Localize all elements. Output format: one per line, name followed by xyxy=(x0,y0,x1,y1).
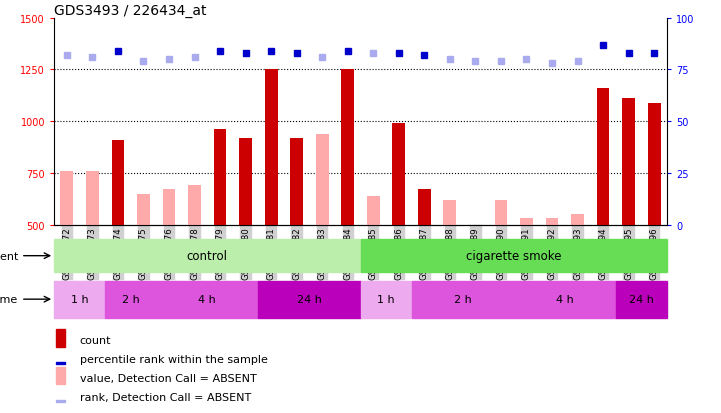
Text: cigarette smoke: cigarette smoke xyxy=(466,249,562,263)
Bar xyxy=(56,367,65,385)
Text: time: time xyxy=(0,294,18,304)
Text: 2 h: 2 h xyxy=(454,294,472,304)
Text: 1 h: 1 h xyxy=(71,294,89,304)
Bar xyxy=(56,330,65,347)
Text: percentile rank within the sample: percentile rank within the sample xyxy=(80,354,267,364)
Bar xyxy=(265,70,278,225)
Bar xyxy=(392,124,405,225)
Bar xyxy=(360,240,667,273)
Bar xyxy=(418,190,430,225)
Bar xyxy=(316,134,329,225)
Bar xyxy=(597,89,609,225)
Text: rank, Detection Call = ABSENT: rank, Detection Call = ABSENT xyxy=(80,392,251,402)
Bar xyxy=(546,219,558,225)
Bar xyxy=(360,281,412,318)
Text: 24 h: 24 h xyxy=(629,294,654,304)
Bar xyxy=(156,281,258,318)
Bar xyxy=(188,186,201,225)
Bar xyxy=(341,70,354,225)
Bar xyxy=(571,215,584,225)
Text: count: count xyxy=(80,335,111,345)
Bar xyxy=(54,240,360,273)
Bar xyxy=(495,200,508,225)
Bar xyxy=(412,281,513,318)
Text: 2 h: 2 h xyxy=(122,294,140,304)
Bar xyxy=(258,281,360,318)
Bar xyxy=(622,99,635,225)
Text: agent: agent xyxy=(0,251,18,261)
Bar xyxy=(137,194,150,225)
Text: 4 h: 4 h xyxy=(198,294,216,304)
Bar xyxy=(616,281,667,318)
Text: 1 h: 1 h xyxy=(377,294,395,304)
Bar xyxy=(56,400,65,401)
Bar xyxy=(647,103,660,225)
Text: GDS3493 / 226434_at: GDS3493 / 226434_at xyxy=(54,4,207,18)
Bar xyxy=(61,171,74,225)
Bar xyxy=(513,281,616,318)
Bar xyxy=(86,171,99,225)
Bar xyxy=(239,138,252,225)
Text: 4 h: 4 h xyxy=(556,294,574,304)
Bar xyxy=(105,281,156,318)
Bar xyxy=(443,200,456,225)
Bar xyxy=(163,190,175,225)
Bar xyxy=(56,362,65,364)
Text: control: control xyxy=(187,249,228,263)
Text: 24 h: 24 h xyxy=(297,294,322,304)
Bar xyxy=(54,281,105,318)
Bar xyxy=(291,138,303,225)
Bar xyxy=(213,130,226,225)
Bar xyxy=(520,219,533,225)
Bar xyxy=(367,196,380,225)
Text: value, Detection Call = ABSENT: value, Detection Call = ABSENT xyxy=(80,373,257,383)
Bar xyxy=(112,140,124,225)
